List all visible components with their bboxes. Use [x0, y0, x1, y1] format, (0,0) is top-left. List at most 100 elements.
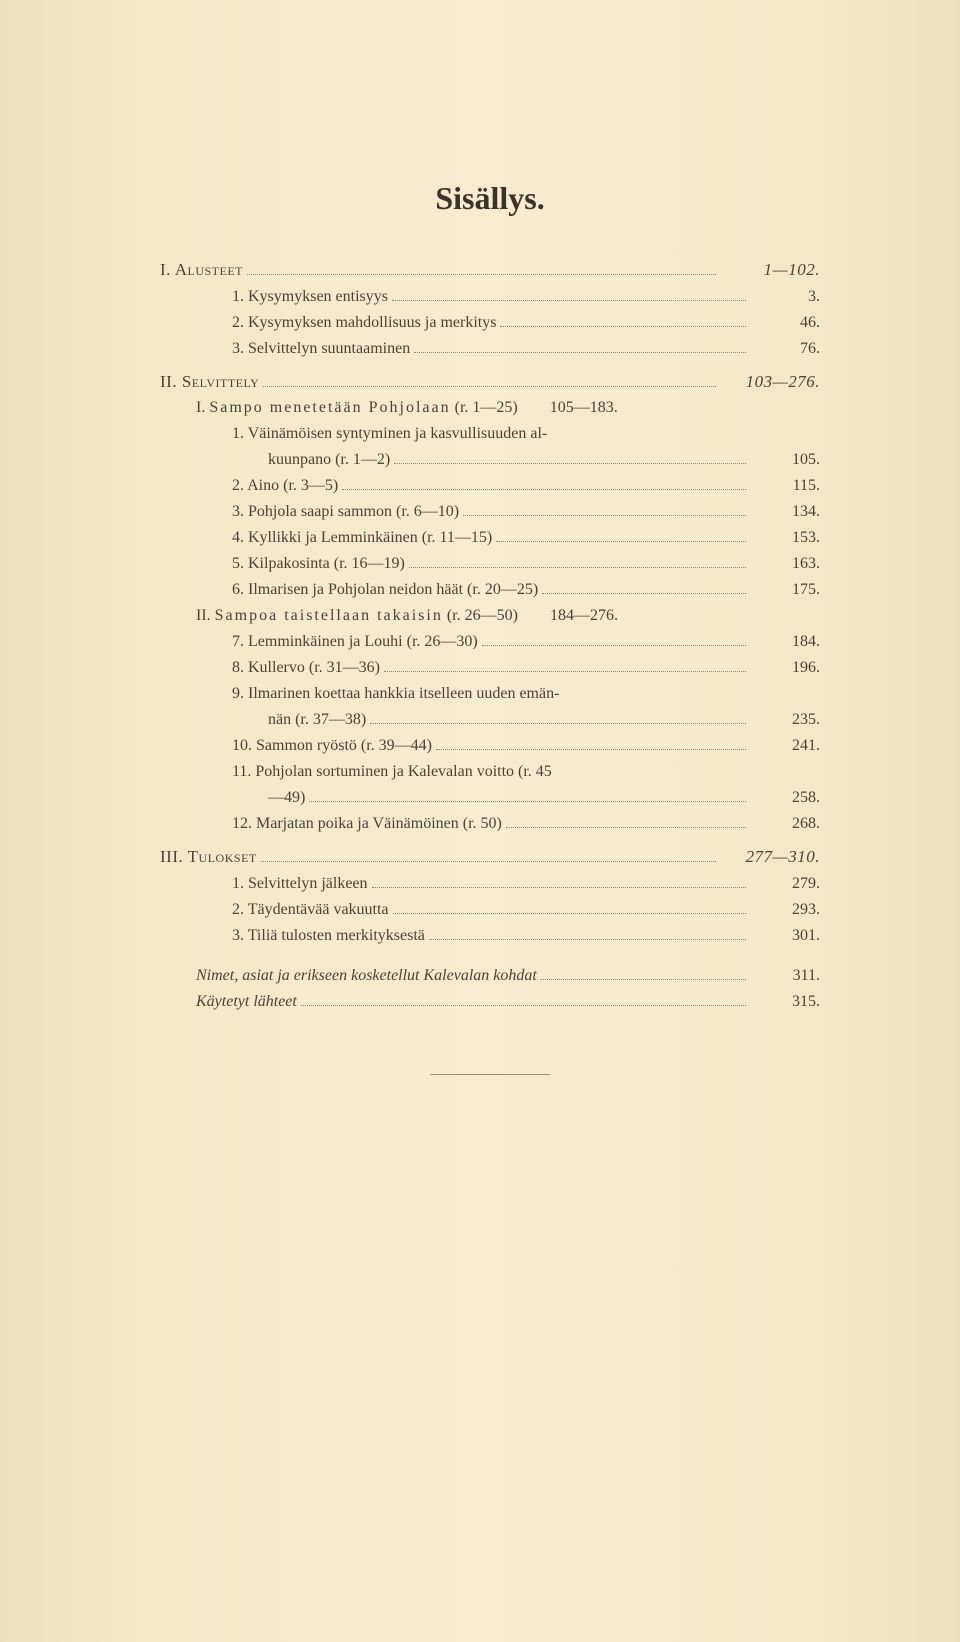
- toc-item-cont: —49) 258.: [160, 786, 820, 810]
- toc-page: 293.: [750, 898, 820, 922]
- section-2-label: II. Selvittely: [160, 369, 259, 395]
- appendix-item: Nimet, asiat ja erikseen kosketellut Kal…: [160, 964, 820, 988]
- toc-item: 3. Selvittelyn suuntaaminen 76.: [160, 337, 820, 361]
- toc-label: 9. Ilmarinen koettaa hankkia itselleen u…: [232, 682, 559, 706]
- toc-page: 235.: [750, 708, 820, 732]
- toc-page: 241.: [750, 734, 820, 758]
- dots: [542, 593, 746, 594]
- dots: [463, 515, 746, 516]
- toc-page: 46.: [750, 311, 820, 335]
- dots: [301, 1005, 746, 1006]
- toc-item: 1. Selvittelyn jälkeen 279.: [160, 872, 820, 896]
- dots: [384, 671, 746, 672]
- toc-item: 1. Kysymyksen entisyys 3.: [160, 285, 820, 309]
- toc-page: 153.: [750, 526, 820, 550]
- toc-label: 1. Kysymyksen entisyys: [232, 285, 388, 309]
- toc-label: 2. Kysymyksen mahdollisuus ja merkitys: [232, 311, 496, 335]
- dots: [247, 274, 716, 275]
- section-3-page: 277—310.: [720, 844, 820, 870]
- toc-item: 12. Marjatan poika ja Väinämöinen (r. 50…: [160, 812, 820, 836]
- subsection-label: II. Sampoa taistellaan takaisin (r. 26—5…: [196, 604, 518, 628]
- toc-label: 6. Ilmarisen ja Pohjolan neidon häät (r.…: [232, 578, 538, 602]
- toc-item: 6. Ilmarisen ja Pohjolan neidon häät (r.…: [160, 578, 820, 602]
- toc-label: 3. Selvittelyn suuntaaminen: [232, 337, 410, 361]
- toc-item: 1. Väinämöisen syntyminen ja kasvullisuu…: [160, 422, 820, 446]
- toc-page: 3.: [750, 285, 820, 309]
- section-3-label: III. Tulokset: [160, 844, 257, 870]
- dots: [394, 463, 746, 464]
- toc-page: 115.: [750, 474, 820, 498]
- toc-page: 163.: [750, 552, 820, 576]
- dots: [342, 489, 746, 490]
- subsection-page: 184—276.: [518, 604, 618, 628]
- toc-item: 4. Kyllikki ja Lemminkäinen (r. 11—15) 1…: [160, 526, 820, 550]
- dots: [393, 913, 746, 914]
- dots: [541, 979, 746, 980]
- divider: [430, 1074, 550, 1075]
- toc-page: 268.: [750, 812, 820, 836]
- dots: [500, 326, 746, 327]
- toc-item: 2. Aino (r. 3—5) 115.: [160, 474, 820, 498]
- toc-label: 1. Selvittelyn jälkeen: [232, 872, 368, 896]
- toc-label: 11. Pohjolan sortuminen ja Kalevalan voi…: [232, 760, 552, 784]
- section-2-page: 103—276.: [720, 369, 820, 395]
- toc-page: 258.: [750, 786, 820, 810]
- toc-item-cont: kuunpano (r. 1—2) 105.: [160, 448, 820, 472]
- dots: [482, 645, 746, 646]
- dots: [263, 386, 716, 387]
- toc-item: 3. Tiliä tulosten merkityksestä 301.: [160, 924, 820, 948]
- subsection-page: 105—183.: [518, 396, 618, 420]
- dots: [261, 861, 716, 862]
- toc-page: 279.: [750, 872, 820, 896]
- toc-label: 3. Pohjola saapi sammon (r. 6—10): [232, 500, 459, 524]
- dots: [309, 801, 746, 802]
- toc-item: 2. Kysymyksen mahdollisuus ja merkitys 4…: [160, 311, 820, 335]
- toc-label: Nimet, asiat ja erikseen kosketellut Kal…: [196, 964, 537, 988]
- toc-item-cont: nän (r. 37—38) 235.: [160, 708, 820, 732]
- toc-page: 184.: [750, 630, 820, 654]
- toc-label: 8. Kullervo (r. 31—36): [232, 656, 380, 680]
- dots: [392, 300, 746, 301]
- toc-label: 12. Marjatan poika ja Väinämöinen (r. 50…: [232, 812, 502, 836]
- dots: [429, 939, 746, 940]
- title-heading: Sisällys.: [160, 180, 820, 217]
- toc-item: 9. Ilmarinen koettaa hankkia itselleen u…: [160, 682, 820, 706]
- subsection-label: I. Sampo menetetään Pohjolaan (r. 1—25): [196, 396, 518, 420]
- toc-item: 11. Pohjolan sortuminen ja Kalevalan voi…: [160, 760, 820, 784]
- toc-item: 5. Kilpakosinta (r. 16—19) 163.: [160, 552, 820, 576]
- toc-page: 134.: [750, 500, 820, 524]
- toc-label: 5. Kilpakosinta (r. 16—19): [232, 552, 405, 576]
- toc-label: 3. Tiliä tulosten merkityksestä: [232, 924, 425, 948]
- toc-label: kuunpano (r. 1—2): [268, 448, 390, 472]
- toc-page: 105.: [750, 448, 820, 472]
- toc-label: Käytetyt lähteet: [196, 990, 297, 1014]
- dots: [436, 749, 746, 750]
- toc-page: 311.: [750, 964, 820, 988]
- toc-page: 196.: [750, 656, 820, 680]
- dots: [372, 887, 746, 888]
- section-2: II. Selvittely 103—276.: [160, 369, 820, 395]
- toc-page: 301.: [750, 924, 820, 948]
- toc-label: 2. Täydentävää vakuutta: [232, 898, 389, 922]
- toc-item: 10. Sammon ryöstö (r. 39—44) 241.: [160, 734, 820, 758]
- toc-label: 7. Lemminkäinen ja Louhi (r. 26—30): [232, 630, 478, 654]
- dots: [414, 352, 746, 353]
- page-container: Sisällys. I. Alusteet 1—102. 1. Kysymyks…: [0, 0, 960, 1642]
- appendix-item: Käytetyt lähteet 315.: [160, 990, 820, 1014]
- toc-item: 7. Lemminkäinen ja Louhi (r. 26—30) 184.: [160, 630, 820, 654]
- section-1-label: I. Alusteet: [160, 257, 243, 283]
- section-1-page: 1—102.: [720, 257, 820, 283]
- toc-page: 315.: [750, 990, 820, 1014]
- section-1: I. Alusteet 1—102.: [160, 257, 820, 283]
- toc-label: 4. Kyllikki ja Lemminkäinen (r. 11—15): [232, 526, 492, 550]
- subsection-1: I. Sampo menetetään Pohjolaan (r. 1—25) …: [160, 396, 820, 420]
- dots: [370, 723, 746, 724]
- toc-label: —49): [268, 786, 305, 810]
- dots: [496, 541, 746, 542]
- section-3: III. Tulokset 277—310.: [160, 844, 820, 870]
- toc-label: 1. Väinämöisen syntyminen ja kasvullisuu…: [232, 422, 547, 446]
- dots: [409, 567, 746, 568]
- toc-page: 175.: [750, 578, 820, 602]
- toc-label: nän (r. 37—38): [268, 708, 366, 732]
- subsection-2: II. Sampoa taistellaan takaisin (r. 26—5…: [160, 604, 820, 628]
